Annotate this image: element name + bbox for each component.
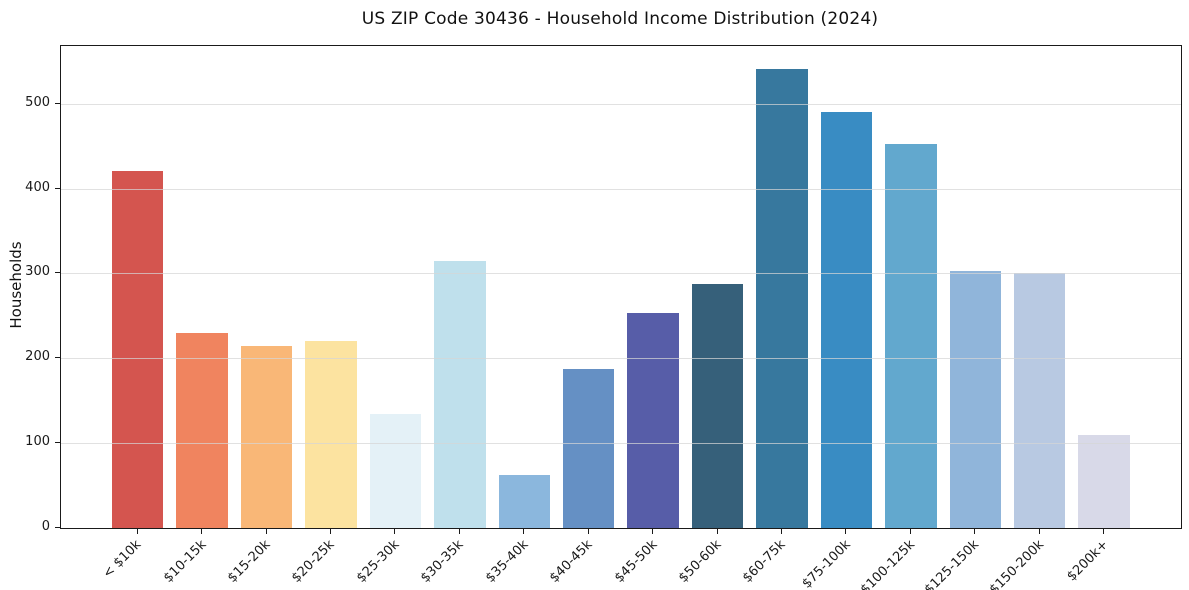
y-tick-label-0: 0	[41, 519, 50, 534]
x-tick-mark-$30-35k	[458, 529, 460, 534]
bar-$35-40k	[498, 474, 551, 528]
bar-$150-200k	[1013, 273, 1066, 528]
y-tick-mark-500	[55, 102, 60, 104]
x-tick-label-$40-45k: $40-45k	[547, 537, 596, 586]
x-tick-label-$75-100k: $75-100k	[798, 537, 854, 590]
bar-$125-150k	[949, 270, 1002, 528]
y-tick-label-400: 400	[25, 179, 50, 195]
x-tick-mark-$75-100k	[845, 529, 847, 534]
y-axis-label: Households	[7, 241, 25, 329]
x-tick-mark-$40-45k	[587, 529, 589, 534]
chart-title: US ZIP Code 30436 - Household Income Dis…	[361, 9, 879, 29]
x-tick-mark-$150-200k	[1038, 529, 1040, 534]
x-tick-mark-$20-25k	[329, 529, 331, 534]
x-tick-mark-$60-75k	[781, 529, 782, 534]
y-tick-mark-300	[55, 272, 60, 274]
gridline-y-200	[61, 358, 1181, 360]
gridline-y-500	[61, 103, 1181, 105]
x-tick-label-$60-75k: $60-75k	[740, 537, 789, 586]
x-tick-label-< $10k: < $10k	[100, 537, 145, 582]
x-tick-label-$45-50k: $45-50k	[611, 537, 661, 586]
x-tick-mark-$200k+	[1103, 529, 1105, 534]
bar-$10-15k	[176, 332, 228, 528]
bar-$200k+	[1078, 434, 1130, 528]
gridline-y-300	[61, 273, 1181, 275]
gridline-y-400	[61, 188, 1181, 190]
bar-$20-25k	[305, 341, 357, 528]
x-tick-label-$125-150k: $125-150k	[922, 537, 983, 590]
x-tick-mark-< $10k	[136, 529, 138, 534]
x-tick-mark-$15-20k	[265, 529, 267, 534]
x-tick-mark-$10-15k	[201, 529, 203, 534]
gridline-y-100	[61, 443, 1181, 445]
y-tick-mark-0	[55, 527, 60, 528]
bar-$50-60k	[691, 283, 744, 528]
x-tick-mark-$45-50k	[652, 529, 654, 534]
x-tick-label-$50-60k: $50-60k	[675, 537, 725, 586]
bar-$45-50k	[627, 313, 679, 528]
y-tick-mark-100	[55, 442, 60, 444]
x-tick-mark-$100-125k	[909, 529, 911, 534]
x-tick-mark-$125-150k	[974, 529, 976, 534]
y-tick-mark-200	[55, 357, 60, 359]
x-tick-label-$20-25k: $20-25k	[289, 537, 338, 586]
bar-$15-20k	[240, 345, 293, 528]
bar-$60-75k	[756, 68, 808, 528]
x-tick-label-$150-200k: $150-200k	[986, 537, 1047, 590]
x-tick-label-$35-40k: $35-40k	[482, 537, 532, 586]
y-tick-label-100: 100	[25, 434, 50, 450]
bar-$40-45k	[562, 369, 615, 528]
x-tick-label-$10-15k: $10-15k	[160, 537, 210, 586]
x-tick-label-$200k+: $200k+	[1064, 537, 1112, 585]
x-tick-mark-$25-30k	[394, 529, 396, 534]
plot-area	[60, 45, 1182, 529]
bar-$75-100k	[820, 112, 873, 528]
y-tick-mark-400	[55, 187, 60, 189]
bar-< $10k	[111, 170, 164, 528]
x-tick-label-$30-35k: $30-35k	[418, 537, 467, 586]
x-tick-mark-$35-40k	[523, 529, 525, 534]
x-tick-mark-$50-60k	[716, 529, 718, 534]
x-tick-label-$25-30k: $25-30k	[353, 537, 403, 586]
x-tick-label-$15-20k: $15-20k	[224, 537, 274, 586]
y-tick-label-300: 300	[25, 264, 50, 280]
bar-$100-125k	[885, 144, 937, 528]
x-tick-label-$100-125k: $100-125k	[857, 537, 918, 590]
y-tick-label-500: 500	[25, 94, 50, 110]
bar-$30-35k	[434, 260, 486, 528]
y-tick-label-200: 200	[25, 349, 50, 365]
bar-$25-30k	[369, 414, 422, 528]
